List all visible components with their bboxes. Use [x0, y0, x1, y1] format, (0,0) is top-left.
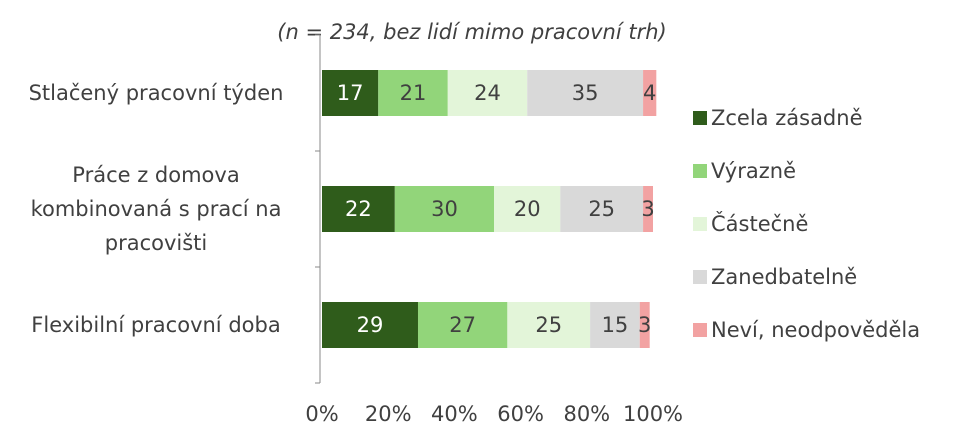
- x-tick-label: 20%: [365, 402, 412, 426]
- data-label: 27: [449, 313, 476, 337]
- data-label: 25: [588, 197, 615, 221]
- data-label: 29: [357, 313, 384, 337]
- bar-segment: [322, 186, 395, 232]
- bar-segment: [322, 302, 418, 348]
- bar-segment: [560, 186, 644, 232]
- bar-segment: [322, 70, 379, 116]
- x-tick-label: 80%: [563, 402, 610, 426]
- bar-segment: [639, 302, 650, 348]
- legend-label: Neví, neodpověděla: [711, 318, 920, 342]
- data-label: 3: [638, 313, 651, 337]
- bar-segment: [394, 186, 495, 232]
- data-label: 24: [474, 81, 501, 105]
- data-label: 20: [514, 197, 541, 221]
- legend-swatch: [693, 164, 707, 178]
- chart-subtitle: (n = 234, bez lidí mimo pracovní trh): [277, 20, 666, 44]
- y-tick-label: Práce z domova kombinovaná s prací na pr…: [30, 163, 282, 255]
- data-label: 17: [337, 81, 364, 105]
- legend-swatch: [693, 217, 707, 231]
- bar-segment: [590, 302, 640, 348]
- legend-label: Výrazně: [711, 159, 796, 183]
- bar-segment: [378, 70, 448, 116]
- legend-swatch: [693, 111, 707, 125]
- x-tick-label: 40%: [431, 402, 478, 426]
- data-label: 22: [345, 197, 372, 221]
- data-label: 4: [643, 81, 656, 105]
- legend-label: Částečně: [711, 211, 808, 236]
- y-tick-label: Stlačený pracovní týden: [28, 81, 284, 105]
- bar-segment: [447, 70, 528, 116]
- bar-segment: [507, 302, 591, 348]
- legend-label: Zcela zásadně: [711, 106, 863, 130]
- x-tick-label: 100%: [623, 402, 683, 426]
- bar-segment: [417, 302, 508, 348]
- data-label: 30: [431, 197, 458, 221]
- data-label: 15: [602, 313, 629, 337]
- data-label: 35: [572, 81, 599, 105]
- legend-swatch: [693, 323, 707, 337]
- bar-segment: [494, 186, 561, 232]
- legend-swatch: [693, 270, 707, 284]
- bar-segment: [643, 70, 657, 116]
- x-tick-label: 0%: [305, 402, 338, 426]
- data-label: 25: [535, 313, 562, 337]
- data-label: 21: [400, 81, 427, 105]
- x-tick-label: 60%: [497, 402, 544, 426]
- data-label: 3: [641, 197, 654, 221]
- bar-segment: [643, 186, 653, 232]
- legend-label: Zanedbatelně: [711, 265, 857, 289]
- y-tick-label: Flexibilní pracovní doba: [31, 313, 281, 337]
- bar-segment: [527, 70, 644, 116]
